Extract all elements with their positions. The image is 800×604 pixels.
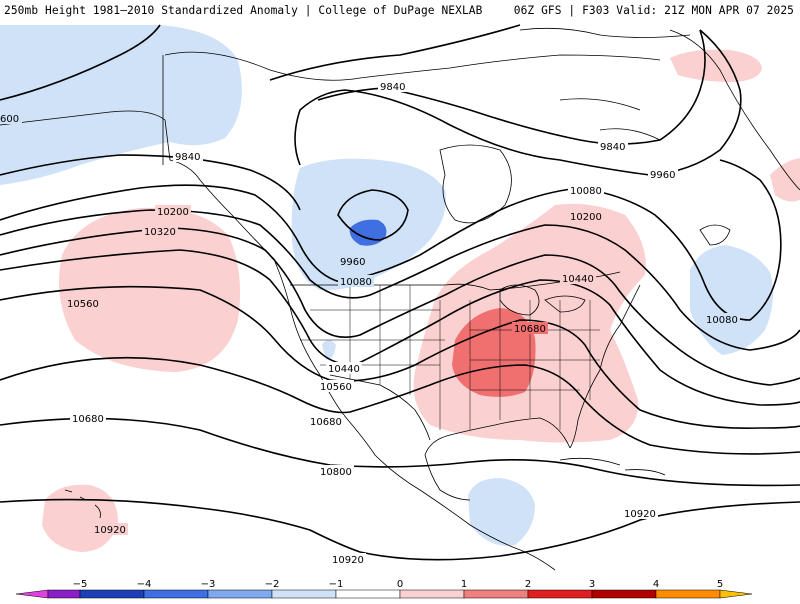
colorbar-segment bbox=[399, 589, 465, 599]
colorbar-segment bbox=[335, 589, 401, 599]
contour-label: 10440 bbox=[328, 364, 360, 375]
contour-label: 10200 bbox=[157, 207, 189, 218]
contour-10440 bbox=[0, 249, 800, 406]
negative-anomaly-small bbox=[322, 340, 336, 360]
model-valid-time: 06Z GFS | F303 Valid: 21Z MON APR 07 202… bbox=[513, 4, 794, 17]
colorbar-segments bbox=[15, 589, 753, 599]
contour-9960-low bbox=[337, 189, 409, 241]
contour-9600 bbox=[0, 24, 161, 101]
cuba-islands bbox=[559, 457, 666, 476]
map-header: 250mb Height 1981–2010 Standardized Anom… bbox=[0, 0, 800, 22]
colorbar-segment bbox=[591, 589, 657, 599]
hudson-bay bbox=[439, 144, 512, 224]
colorbar-tick-label: 5 bbox=[717, 579, 723, 590]
colorbar-tick-label: −1 bbox=[329, 579, 344, 590]
contour-label: 9840 bbox=[175, 152, 200, 163]
contour-label: 9960 bbox=[650, 170, 675, 181]
map-panel: 600 9840 9840 9840 9960 9960 10080 10080… bbox=[0, 22, 800, 578]
colorbar-segment bbox=[719, 589, 753, 599]
colorbar-segment bbox=[527, 589, 593, 599]
contour-labels: 600 9840 9840 9840 9960 9960 10080 10080… bbox=[0, 80, 740, 566]
colorbar-tick-label: 3 bbox=[589, 579, 595, 590]
contour-10920 bbox=[0, 498, 800, 561]
colorbar-segment bbox=[143, 589, 209, 599]
contour-label: 10080 bbox=[340, 277, 372, 288]
contour-label: 9960 bbox=[340, 257, 365, 268]
contour-9840-north bbox=[269, 24, 706, 145]
contour-label: 10560 bbox=[320, 382, 352, 393]
contour-label: 10320 bbox=[144, 227, 176, 238]
positive-anomaly-hawaii bbox=[42, 484, 118, 552]
colorbar-tick-label: −2 bbox=[265, 579, 280, 590]
contour-label: 10080 bbox=[706, 315, 738, 326]
colorbar-segment bbox=[463, 589, 529, 599]
contour-label: 10920 bbox=[332, 555, 364, 566]
contour-label: 10680 bbox=[72, 414, 104, 425]
contour-label: 10800 bbox=[320, 467, 352, 478]
contour-label: 10920 bbox=[94, 525, 126, 536]
contour-label: 10440 bbox=[562, 274, 594, 285]
central-america bbox=[514, 547, 556, 571]
canada-islands bbox=[519, 27, 691, 141]
negative-anomaly-alaska bbox=[0, 25, 242, 185]
newfoundland bbox=[699, 224, 731, 246]
colorbar-tick-label: −4 bbox=[137, 579, 152, 590]
contour-10080 bbox=[0, 159, 782, 321]
colorbar-segment bbox=[15, 589, 49, 599]
contour-label: 10680 bbox=[514, 324, 546, 335]
anomaly-colorbar: −5 −4 −3 −2 −1 0 1 2 3 4 5 bbox=[0, 578, 800, 600]
colorbar-svg: −5 −4 −3 −2 −1 0 1 2 3 4 5 bbox=[15, 579, 753, 599]
contour-label: 9840 bbox=[380, 82, 405, 93]
colorbar-segment bbox=[271, 589, 337, 599]
colorbar-segment bbox=[79, 589, 145, 599]
map-title: 250mb Height 1981–2010 Standardized Anom… bbox=[4, 4, 483, 17]
colorbar-segment bbox=[207, 589, 273, 599]
positive-anomaly-labrador bbox=[770, 158, 800, 202]
colorbar-tick-label: 1 bbox=[461, 579, 467, 590]
contour-10560 bbox=[0, 285, 800, 429]
anomaly-shading bbox=[0, 25, 800, 552]
colorbar-tick-label: −3 bbox=[201, 579, 216, 590]
colorbar-tick-label: 4 bbox=[653, 579, 659, 590]
contour-10680 bbox=[0, 356, 800, 455]
colorbar-segment bbox=[655, 589, 721, 599]
contour-10800 bbox=[0, 417, 800, 487]
us-mexico-border bbox=[329, 374, 431, 441]
positive-anomaly-pacific bbox=[58, 207, 241, 372]
positive-anomaly-arctic bbox=[670, 49, 762, 82]
east-coastline bbox=[569, 284, 641, 449]
colorbar-tick-label: 2 bbox=[525, 579, 531, 590]
contour-label: 600 bbox=[0, 114, 19, 125]
contour-label: 10680 bbox=[310, 417, 342, 428]
contour-label: 10560 bbox=[67, 299, 99, 310]
gulf-coastline bbox=[424, 417, 571, 456]
colorbar-segment bbox=[47, 589, 81, 599]
contour-label: 10920 bbox=[624, 509, 656, 520]
colorbar-tick-label: −5 bbox=[73, 579, 88, 590]
us-state-lines bbox=[300, 285, 600, 430]
canada-arctic-coast bbox=[164, 51, 661, 81]
colorbar-tick-label: 0 bbox=[397, 579, 403, 590]
contour-label: 9840 bbox=[600, 142, 625, 153]
west-coastline bbox=[274, 261, 376, 456]
contour-9960-north bbox=[294, 29, 742, 176]
contour-label: 10080 bbox=[570, 186, 602, 197]
negative-anomaly-atlantic bbox=[690, 245, 774, 355]
anomaly-map: 600 9840 9840 9840 9960 9960 10080 10080… bbox=[0, 24, 800, 571]
alaska-coastline bbox=[0, 110, 276, 261]
contour-10320 bbox=[0, 227, 800, 386]
contour-10200 bbox=[0, 209, 800, 351]
negative-anomaly-mexico bbox=[468, 478, 535, 546]
contour-label: 10200 bbox=[570, 212, 602, 223]
colorbar-tick-labels: −5 −4 −3 −2 −1 0 1 2 3 4 5 bbox=[73, 579, 724, 590]
